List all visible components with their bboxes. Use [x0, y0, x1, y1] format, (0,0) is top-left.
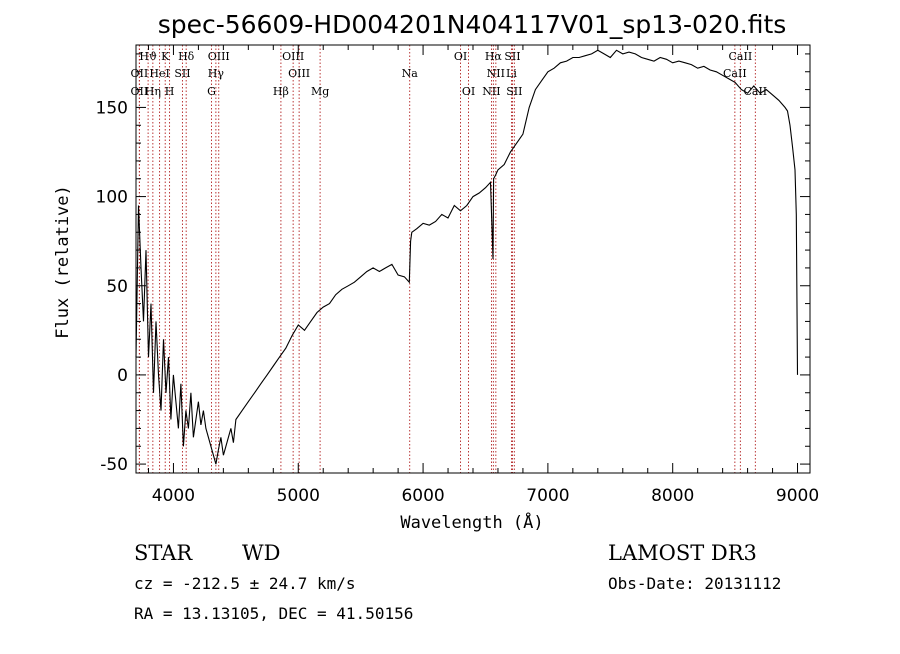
x-tick-label: 8000: [651, 486, 694, 506]
spectral-line-label: OII: [131, 85, 149, 98]
survey-name: LAMOST DR3: [608, 541, 757, 565]
spectral-line-label: SII: [506, 85, 522, 98]
y-tick-label: 150: [96, 98, 128, 118]
spectral-line-label: Hδ: [178, 50, 195, 63]
y-tick-label: 0: [117, 366, 128, 386]
redshift-value: cz = -212.5 ± 24.7 km/s: [134, 574, 356, 593]
object-subclass: WD: [242, 541, 280, 565]
y-tick-label: 100: [96, 188, 128, 208]
spectral-line-label: CaII: [743, 85, 767, 98]
spectral-line-label: HeI: [149, 67, 169, 80]
spectral-line-label: OIII: [208, 50, 230, 63]
x-axis-ticks: 4000 5000 6000 7000 8000 9000: [147, 45, 819, 506]
spectral-line-label: Na: [402, 67, 419, 80]
spectral-line-label: SII: [174, 67, 190, 80]
spectral-line-label: OII: [131, 67, 149, 80]
observation-date: Obs-Date: 20131112: [608, 574, 781, 593]
x-tick-label: 5000: [277, 486, 320, 506]
spectral-line-label: Hα: [485, 50, 503, 63]
spectral-line-label: H: [165, 85, 175, 98]
spectral-line-label: K: [161, 50, 170, 63]
spectral-line-label: SII: [504, 50, 520, 63]
spectral-line-label: Mg: [311, 85, 329, 98]
spectral-line-label: CaII: [729, 50, 753, 63]
spectrum-series-line: [135, 49, 799, 465]
spectral-line-markers: [138, 45, 756, 473]
object-class: STAR: [134, 541, 193, 565]
spectral-line-label: OIII: [282, 50, 304, 63]
x-tick-label: 7000: [526, 486, 569, 506]
spectral-line-label: NII: [487, 67, 505, 80]
chart-title: spec-56609-HD004201N404117V01_sp13-020.f…: [158, 10, 787, 39]
spectral-line-label: Li: [506, 67, 517, 80]
coordinates: RA = 13.13105, DEC = 41.50156: [134, 604, 413, 623]
y-tick-label: -50: [100, 455, 128, 475]
spectral-line-label: OI: [462, 85, 475, 98]
y-axis-label: Flux (relative): [53, 185, 73, 339]
spectral-line-label: Hβ: [273, 85, 289, 98]
spectral-line-label: OI: [454, 50, 467, 63]
spectral-line-label: G: [207, 85, 216, 98]
x-tick-label: 4000: [152, 486, 195, 506]
y-axis-ticks: -50 0 50 100 150: [96, 53, 810, 475]
y-tick-label: 50: [106, 277, 128, 297]
spectral-line-label: Hγ: [208, 67, 225, 80]
spectral-line-label: Hϑ: [139, 50, 157, 63]
x-axis-label: Wavelength (Å): [400, 511, 543, 533]
spectral-line-label: Hη: [145, 85, 161, 98]
spectral-line-label: OIII: [288, 67, 310, 80]
x-tick-label: 6000: [401, 486, 444, 506]
spectral-line-labels: Hϑ OII OII K HeI Hη Hδ SII H OIII Hγ G OIII OIII Hβ Mg N…: [131, 50, 768, 98]
plot-frame: [135, 44, 811, 474]
x-tick-label: 9000: [776, 486, 819, 506]
spectral-line-label: NII: [482, 85, 500, 98]
spectral-line-label: CaII: [723, 67, 747, 80]
